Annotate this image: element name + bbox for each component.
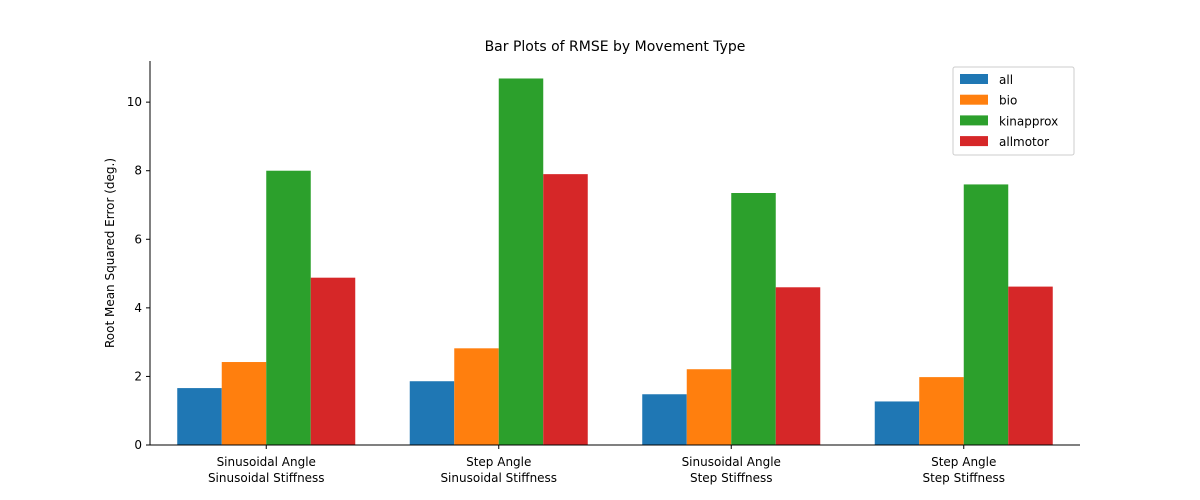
y-tick-label-3: 6 bbox=[134, 232, 142, 246]
x-tick-label-2-1: Step Stiffness bbox=[690, 471, 773, 485]
bar-kinapprox-2 bbox=[731, 193, 776, 445]
legend-box bbox=[952, 66, 1075, 156]
x-tick-label-3-1: Step Stiffness bbox=[922, 471, 1005, 485]
x-tick-label-3-0: Step Angle bbox=[931, 455, 996, 469]
bar-allmotor-2 bbox=[775, 287, 821, 445]
bar-bio-0 bbox=[221, 362, 267, 445]
bar-kinapprox-0 bbox=[266, 170, 311, 445]
bar-allmotor-1 bbox=[543, 174, 588, 445]
chart-title: Bar Plots of RMSE by Movement Type bbox=[485, 39, 746, 55]
x-tick-label-1-0: Step Angle bbox=[466, 455, 531, 469]
legend-swatch-bio bbox=[960, 94, 988, 105]
legend-label-allmotor: allmotor bbox=[999, 135, 1049, 149]
legend-swatch-kinapprox bbox=[960, 115, 988, 126]
legend-label-bio: bio bbox=[999, 94, 1017, 108]
y-tick-label-2: 4 bbox=[134, 301, 142, 315]
bar-bio-3 bbox=[919, 377, 964, 445]
bar-all-3 bbox=[874, 401, 920, 445]
y-tick-label-0: 0 bbox=[134, 438, 142, 452]
bar-all-0 bbox=[177, 388, 222, 445]
x-tick-label-2-0: Sinusoidal Angle bbox=[682, 455, 781, 469]
bar-kinapprox-3 bbox=[963, 184, 1009, 445]
legend-label-all: all bbox=[999, 73, 1013, 87]
bar-bio-2 bbox=[686, 369, 732, 445]
y-tick-label-5: 10 bbox=[127, 95, 142, 109]
legend-swatch-allmotor bbox=[960, 136, 988, 147]
bar-kinapprox-1 bbox=[498, 78, 544, 445]
legend-label-kinapprox: kinapprox bbox=[999, 114, 1058, 128]
x-tick-label-0-0: Sinusoidal Angle bbox=[217, 455, 316, 469]
y-tick-label-4: 8 bbox=[134, 164, 142, 178]
y-axis-label: Root Mean Squared Error (deg.) bbox=[103, 158, 117, 348]
legend-swatch-all bbox=[960, 74, 988, 84]
bar-all-1 bbox=[409, 381, 455, 445]
plot-area: 0 2 4 6 8 10 Sinusoidal Angle Sinusoidal Stiffn… bbox=[127, 61, 1080, 485]
bar-allmotor-3 bbox=[1008, 286, 1053, 445]
x-tick-label-0-1: Sinusoidal Stiffness bbox=[208, 471, 325, 485]
y-tick-label-1: 2 bbox=[134, 369, 142, 383]
bar-all-2 bbox=[642, 394, 687, 445]
legend: all bio kinapprox allmotor bbox=[952, 66, 1075, 156]
x-tick-label-1-1: Sinusoidal Stiffness bbox=[440, 471, 557, 485]
bar-allmotor-0 bbox=[310, 277, 356, 445]
bar-bio-1 bbox=[454, 348, 499, 445]
